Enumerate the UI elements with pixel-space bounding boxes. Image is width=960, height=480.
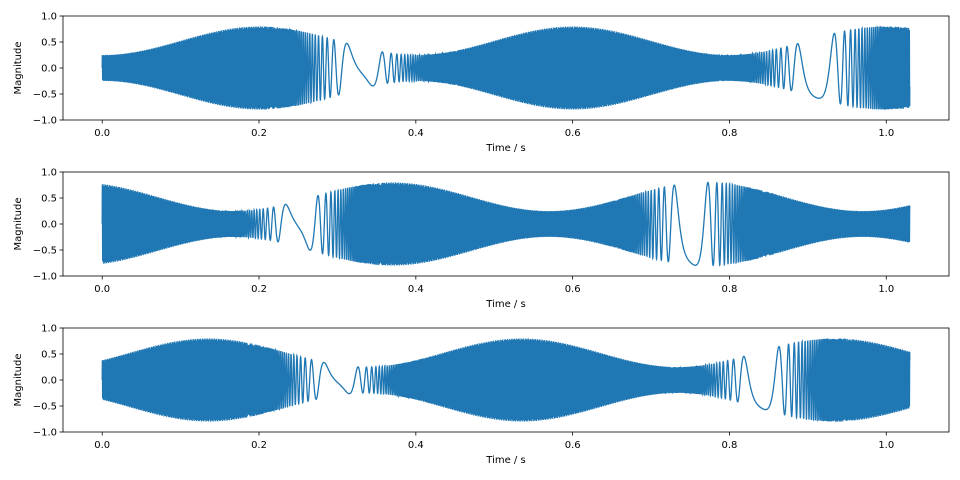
x-tick-label: 1.0 [878, 128, 894, 139]
y-axis-label: Magnitude [13, 198, 24, 251]
y-tick-label: 0.5 [41, 38, 57, 49]
x-tick-label: 1.0 [878, 440, 894, 451]
y-tick-label: 0.0 [41, 64, 57, 75]
x-tick-label: 0.6 [565, 284, 581, 295]
signal-line [101, 25, 911, 110]
x-tick-label: 0.8 [722, 284, 738, 295]
y-tick-label: 1.0 [41, 324, 57, 335]
x-tick-label: 0.2 [251, 284, 267, 295]
chart-panel-3: 0.0 0.2 0.4 0.6 0.8 1.0 1.0 0.5 0.0 −0.5 −1.0 Time … [13, 324, 950, 466]
x-tick-label: 0.4 [408, 440, 424, 451]
y-tick-label: 0.5 [41, 194, 57, 205]
y-tick-label: 1.0 [41, 168, 57, 179]
y-tick-label: −1.0 [33, 428, 57, 439]
y-tick-label: −0.5 [33, 90, 57, 101]
x-axis-label: Time / s [485, 299, 525, 310]
x-tick-label: 0.2 [251, 128, 267, 139]
y-axis-label: Magnitude [13, 42, 24, 95]
x-tick-label: 0.2 [251, 440, 267, 451]
y-tick-label: 0.0 [41, 220, 57, 231]
chart-panel-1: 0.0 0.2 0.4 0.6 0.8 1.0 1.0 0.5 0.0 −0.5 −1.0 Time … [13, 12, 950, 154]
y-tick-label: 0.0 [41, 376, 57, 387]
signal-line [101, 181, 911, 267]
y-axis-label: Magnitude [13, 354, 24, 407]
x-tick-label: 1.0 [878, 284, 894, 295]
y-tick-label: −0.5 [33, 402, 57, 413]
y-tick-label: −1.0 [33, 116, 57, 127]
x-axis-label: Time / s [485, 143, 525, 154]
y-tick-label: 0.5 [41, 350, 57, 361]
x-tick-label: 0.6 [565, 128, 581, 139]
x-tick-label: 0.8 [722, 128, 738, 139]
x-tick-label: 0.0 [94, 284, 110, 295]
x-tick-label: 0.8 [722, 440, 738, 451]
x-tick-label: 0.6 [565, 440, 581, 451]
signal-line [101, 338, 911, 423]
x-axis-label: Time / s [485, 455, 525, 466]
y-tick-label: −0.5 [33, 246, 57, 257]
x-tick-label: 0.0 [94, 440, 110, 451]
y-tick-label: −1.0 [33, 272, 57, 283]
x-tick-label: 0.4 [408, 128, 424, 139]
x-tick-label: 0.4 [408, 284, 424, 295]
x-tick-label: 0.0 [94, 128, 110, 139]
chart-panel-2: 0.0 0.2 0.4 0.6 0.8 1.0 1.0 0.5 0.0 −0.5 −1.0 Time … [13, 168, 950, 310]
y-tick-label: 1.0 [41, 12, 57, 23]
